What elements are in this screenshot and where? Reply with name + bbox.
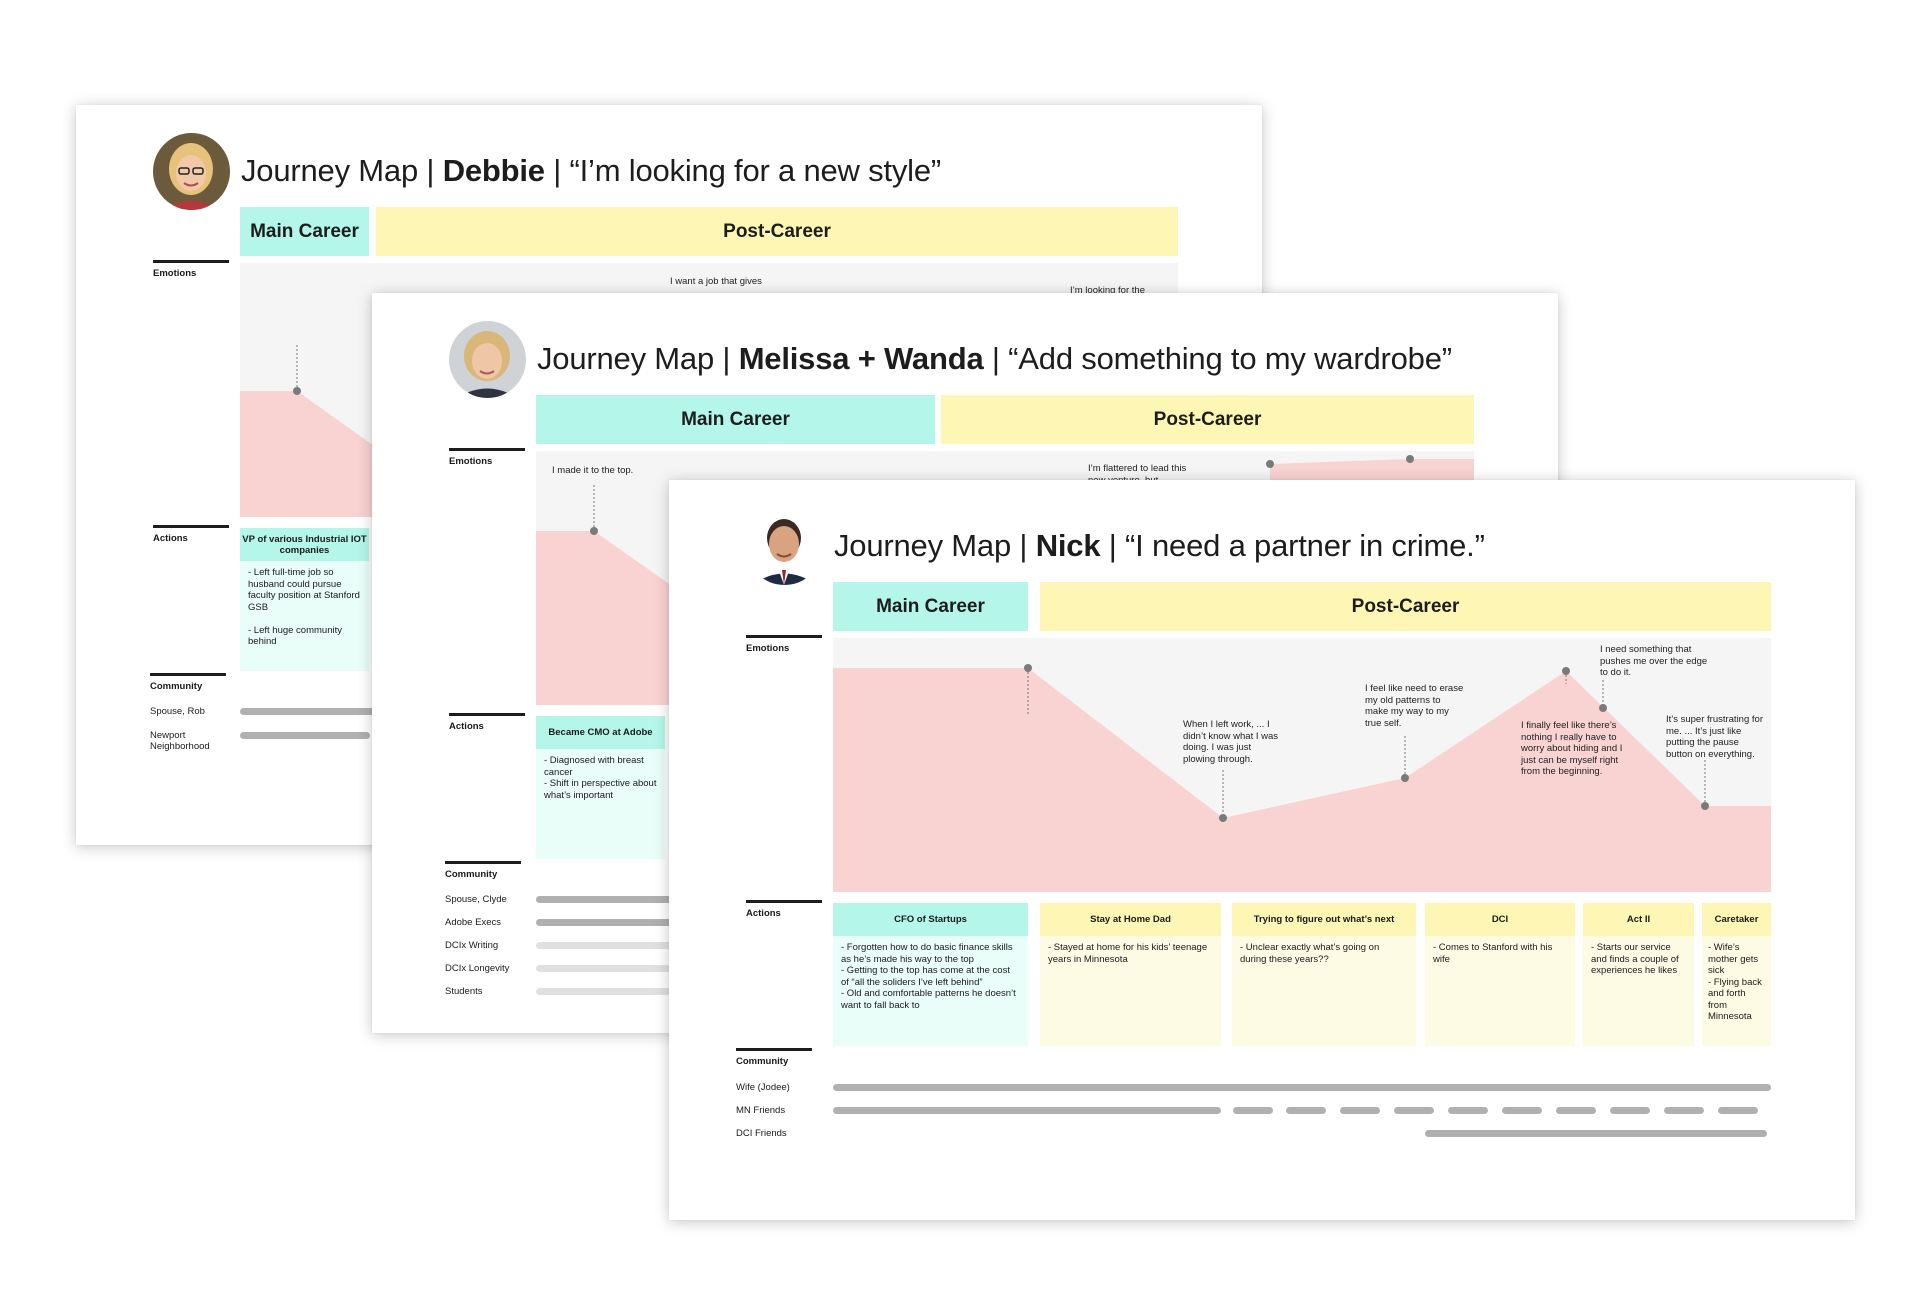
community-member: Newport Neighborhood bbox=[150, 730, 210, 752]
phase-post-career: Post-Career bbox=[1040, 582, 1771, 631]
action-title: VP of various Industrial IOT companies bbox=[240, 528, 369, 561]
community-bar bbox=[536, 919, 736, 926]
actions-label: Actions bbox=[449, 713, 525, 732]
community-member: DCIx Writing bbox=[445, 940, 499, 951]
action-title: Act II bbox=[1583, 903, 1694, 936]
emotion-note: I feel like need to erase my old pattern… bbox=[1365, 683, 1464, 729]
community-member: Students bbox=[445, 986, 483, 997]
emotion-note: When I left work, ... I didn’t know what… bbox=[1183, 719, 1279, 765]
community-label: Community bbox=[150, 673, 226, 692]
phase-main-career: Main Career bbox=[536, 395, 935, 444]
community-bar bbox=[536, 988, 736, 995]
community-member: Spouse, Clyde bbox=[445, 894, 507, 905]
community-member: Adobe Execs bbox=[445, 917, 501, 928]
action-card: Became CMO at Adobe - Diagnosed with bre… bbox=[536, 716, 665, 859]
action-card: Stay at Home Dad - Stayed at home for hi… bbox=[1040, 903, 1221, 1046]
community-label: Community bbox=[736, 1048, 812, 1067]
action-title: Stay at Home Dad bbox=[1040, 903, 1221, 936]
page-title: Journey Map | Debbie | “I’m looking for … bbox=[241, 153, 942, 188]
action-body: - Left full-time job so husband could pu… bbox=[240, 561, 369, 671]
community-bar bbox=[1425, 1130, 1767, 1137]
emotion-note: It’s super frustrating for me. ... It’s … bbox=[1666, 714, 1763, 760]
avatar bbox=[153, 133, 230, 210]
action-title: CFO of Startups bbox=[833, 903, 1028, 936]
community-bar-dash bbox=[1286, 1107, 1326, 1114]
action-body: - Starts our service and finds a couple … bbox=[1583, 936, 1694, 1046]
action-body: - Stayed at home for his kids’ teenage y… bbox=[1040, 936, 1221, 1046]
community-member: Spouse, Rob bbox=[150, 706, 205, 717]
community-member: MN Friends bbox=[736, 1105, 786, 1116]
community-bar bbox=[240, 708, 400, 715]
community-bar-dash bbox=[1556, 1107, 1596, 1114]
community-bar-dash bbox=[1502, 1107, 1542, 1114]
community-member: DCIx Longevity bbox=[445, 963, 510, 974]
community-bar-dash bbox=[1448, 1107, 1488, 1114]
phase-post-career: Post-Career bbox=[376, 207, 1178, 256]
community-label: Community bbox=[445, 861, 521, 880]
emotion-note: I need something that pushes me over the… bbox=[1600, 644, 1708, 678]
community-bar bbox=[536, 942, 736, 949]
avatar bbox=[746, 508, 823, 585]
action-card: Trying to figure out what’s next - Uncle… bbox=[1232, 903, 1416, 1046]
action-body: - Wife’s mother gets sick - Flying back … bbox=[1702, 936, 1771, 1046]
action-body: - Comes to Stanford with his wife bbox=[1425, 936, 1575, 1046]
actions-label: Actions bbox=[153, 525, 229, 544]
community-bar-dash bbox=[1610, 1107, 1650, 1114]
emotion-note: I finally feel like there’s nothing I re… bbox=[1521, 720, 1623, 777]
community-bar-dash bbox=[1233, 1107, 1273, 1114]
action-card: Caretaker - Wife’s mother gets sick - Fl… bbox=[1702, 903, 1771, 1046]
action-title: Became CMO at Adobe bbox=[536, 716, 665, 749]
action-body: - Unclear exactly what’s going on during… bbox=[1232, 936, 1416, 1046]
action-title: Caretaker bbox=[1702, 903, 1771, 936]
action-card: Act II - Starts our service and finds a … bbox=[1583, 903, 1694, 1046]
community-bar bbox=[240, 732, 370, 739]
community-bar bbox=[833, 1107, 1221, 1114]
emotions-label: Emotions bbox=[746, 635, 822, 654]
action-card: DCI - Comes to Stanford with his wife bbox=[1425, 903, 1575, 1046]
phase-main-career: Main Career bbox=[240, 207, 369, 256]
community-bar-dash bbox=[1340, 1107, 1380, 1114]
community-bar-dash bbox=[1664, 1107, 1704, 1114]
emotion-note: I made it to the top. bbox=[552, 465, 634, 476]
action-card: VP of various Industrial IOT companies -… bbox=[240, 528, 369, 671]
page-title: Journey Map | Melissa + Wanda | “Add som… bbox=[537, 341, 1452, 376]
emotions-label: Emotions bbox=[449, 448, 525, 467]
emotion-note: I’m looking for the bbox=[1070, 285, 1145, 296]
community-bar-dash bbox=[1394, 1107, 1434, 1114]
community-member: DCI Friends bbox=[736, 1128, 787, 1139]
action-body: - Forgotten how to do basic finance skil… bbox=[833, 936, 1028, 1046]
action-card: CFO of Startups - Forgotten how to do ba… bbox=[833, 903, 1028, 1046]
community-bar bbox=[536, 965, 736, 972]
journey-map-card-nick: Journey Map | Nick | “I need a partner i… bbox=[669, 480, 1855, 1220]
emotion-chart: When I left work, ... I didn’t know what… bbox=[833, 638, 1771, 892]
emotion-note: I want a job that gives bbox=[670, 276, 762, 287]
community-bar-dash bbox=[1718, 1107, 1758, 1114]
phase-main-career: Main Career bbox=[833, 582, 1028, 631]
community-member: Wife (Jodee) bbox=[736, 1082, 790, 1093]
avatar bbox=[449, 321, 526, 398]
phase-post-career: Post-Career bbox=[941, 395, 1474, 444]
community-bar bbox=[536, 896, 736, 903]
emotions-label: Emotions bbox=[153, 260, 229, 279]
action-body: - Diagnosed with breast cancer - Shift i… bbox=[536, 749, 665, 859]
action-title: DCI bbox=[1425, 903, 1575, 936]
actions-label: Actions bbox=[746, 900, 822, 919]
page-title: Journey Map | Nick | “I need a partner i… bbox=[834, 528, 1485, 563]
community-bar bbox=[833, 1084, 1771, 1091]
action-title: Trying to figure out what’s next bbox=[1232, 903, 1416, 936]
